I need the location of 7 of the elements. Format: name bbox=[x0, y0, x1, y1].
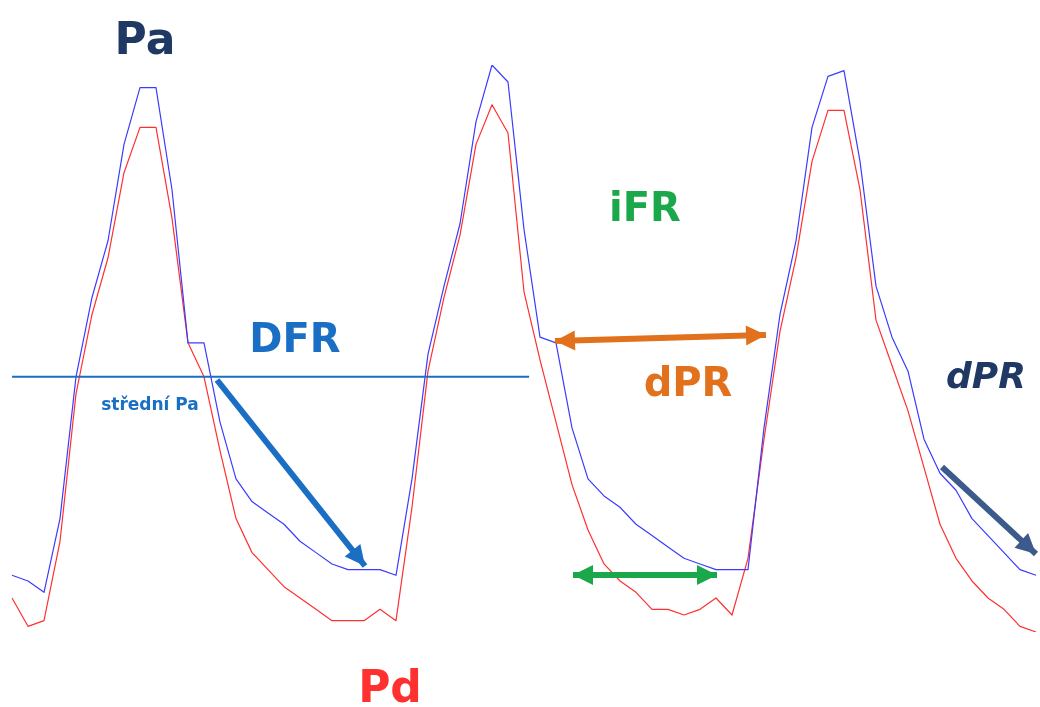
series-label: Pd bbox=[358, 660, 422, 707]
annotation: dPR bbox=[643, 359, 733, 405]
annotation: dPR bbox=[946, 354, 1026, 396]
ref-line-label: střední Pa bbox=[101, 394, 199, 415]
series-label: Pa bbox=[114, 12, 176, 64]
annotation: iFR bbox=[609, 184, 681, 230]
annotation: DFR bbox=[249, 315, 341, 361]
